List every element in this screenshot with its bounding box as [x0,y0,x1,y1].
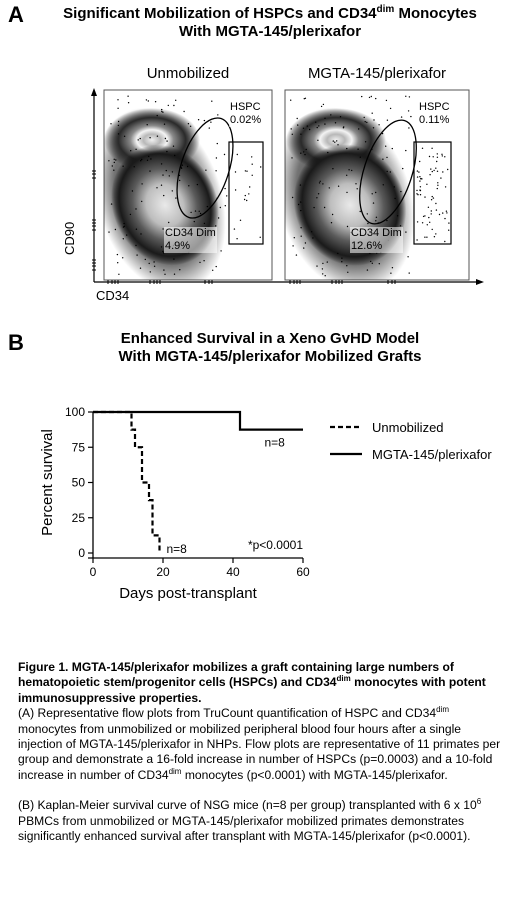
hspc-label-mobilized: HSPC 0.11% [418,101,451,127]
cd34-dim-label-unmobilized: CD34 Dim 4.9% [164,227,217,253]
survival-series-unmobilized [93,410,161,553]
plot-label-mobilized: MGTA-145/plerixafor [307,65,447,82]
caption-paragraph-b: (B) Kaplan-Meier survival curve of NSG m… [18,797,482,844]
legend-label: MGTA-145/plerixafor [372,447,492,462]
x-tick-label: 60 [296,565,310,579]
flow-plots [91,88,484,285]
y-tick-label: 25 [72,511,86,525]
panel-a-letter: A [8,2,24,27]
caption-paragraph-a: (A) Representative flow plots from TruCo… [18,705,501,782]
n-label-mobilized: n=8 [265,436,286,450]
panel-a-title: Significant Mobilization of HSPCs and CD… [63,4,477,40]
axis-ticks-a [92,170,396,284]
survival-chart: 0 25 50 75 100 0 20 40 60 Percent survival Days po… [39,405,492,602]
x-tick-label: 20 [156,565,170,579]
figure-caption: Figure 1. MGTA-145/plerixafor mobilizes … [18,660,508,844]
panel-b-title: Enhanced Survival in a Xeno GvHD Model W… [118,330,422,365]
y-axis-label: Percent survival [39,429,56,536]
hspc-gate-unmobilized [228,141,264,245]
hspc-gate-mobilized [413,141,452,245]
cd34-dim-label-mobilized: CD34 Dim 12.6% [350,227,403,253]
x-axis-label: Days post-transplant [119,585,257,602]
cd34-dim-gate-unmobilized [176,117,234,219]
panel-b-letter: B [8,330,24,355]
y-tick-label: 100 [65,405,85,419]
x-tick-label: 0 [90,565,97,579]
cd34-dim-gate-mobilized [359,119,417,225]
plot-label-unmobilized: Unmobilized [146,65,230,82]
y-tick-label: 50 [72,476,86,490]
survival-series-mobilized [93,410,303,431]
y-axis-label-cd90: CD90 [62,221,77,255]
hspc-label-unmobilized: HSPC 0.02% [229,101,263,127]
x-tick-label: 40 [226,565,240,579]
x-axis-label-cd34: CD34 [96,288,130,303]
y-tick-label: 75 [72,440,86,454]
legend-label: Unmobilized [372,420,444,435]
n-label-unmobilized: n=8 [167,542,188,556]
caption-heading: Figure 1. MGTA-145/plerixafor mobilizes … [18,660,486,705]
y-tick-label: 0 [78,546,85,560]
p-value-annotation: *p<0.0001 [248,538,303,552]
